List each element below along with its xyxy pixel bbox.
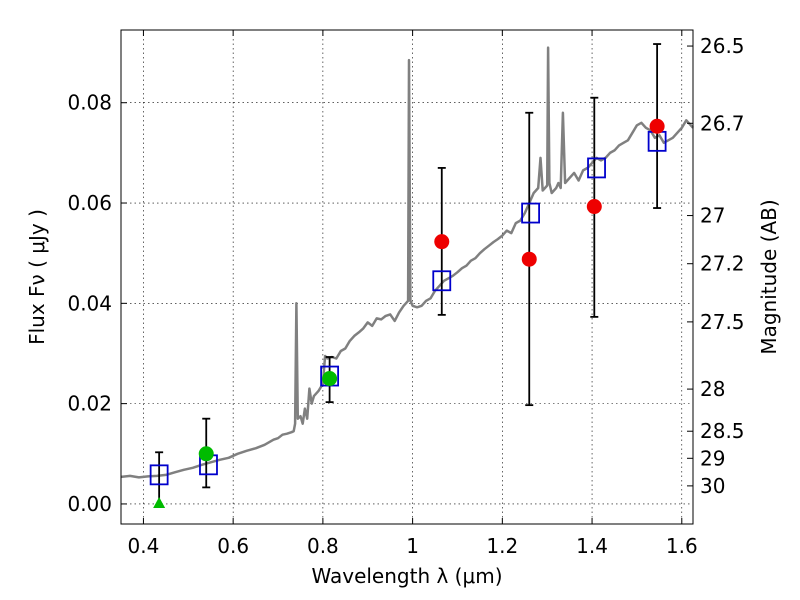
observed-point xyxy=(586,199,602,215)
right-tick-label: 29 xyxy=(700,446,725,470)
spectrum-line xyxy=(120,46,694,479)
x-tick-label: 0.6 xyxy=(217,534,249,558)
observed-point xyxy=(434,234,450,250)
right-tick-label: 28.5 xyxy=(700,419,745,443)
observed-point xyxy=(649,118,665,134)
x-tick-label: 1.4 xyxy=(576,534,608,558)
plot-frame xyxy=(120,29,694,525)
x-tick-label: 1.6 xyxy=(666,534,698,558)
x-axis-ticks: 0.4 0.6 0.8 1 1.2 1.4 1.6 xyxy=(128,30,698,558)
right-tick-label: 26.7 xyxy=(700,111,745,135)
right-tick-label: 27.2 xyxy=(700,252,745,276)
right-tick-label: 27 xyxy=(700,204,725,228)
model-point xyxy=(587,157,606,179)
x-tick-label: 1 xyxy=(406,534,419,558)
upper-limit-marker xyxy=(153,496,166,508)
model-point xyxy=(432,270,452,292)
x-tick-label: 0.4 xyxy=(128,534,160,558)
y-axis-ticks: 0.00 0.02 0.04 0.06 0.08 xyxy=(67,91,127,516)
y-tick-label: 0.06 xyxy=(67,191,112,215)
right-tick-label: 26.5 xyxy=(700,34,745,58)
y-tick-label: 0.02 xyxy=(67,392,112,416)
y-axis-label: Flux Fν ( μJy ) xyxy=(25,209,49,345)
right-tick-label: 28 xyxy=(700,377,725,401)
right-tick-label: 27.5 xyxy=(700,310,745,334)
x-tick-label: 1.2 xyxy=(486,534,518,558)
model-point xyxy=(149,464,169,486)
y-tick-label: 0.04 xyxy=(67,291,112,315)
observed-point xyxy=(198,446,214,462)
observed-layer xyxy=(153,118,665,508)
right-tick-label: 30 xyxy=(700,474,725,498)
right-axis-ticks: 26.5 26.7 27 27.2 27.5 28 28.5 29 30 xyxy=(687,34,745,498)
x-axis-label: Wavelength λ (μm) xyxy=(311,564,502,588)
x-tick-label: 0.8 xyxy=(307,534,339,558)
observed-point xyxy=(521,251,537,267)
observed-point xyxy=(322,371,338,387)
right-axis-label: Magnitude (AB) xyxy=(757,199,781,354)
model-point xyxy=(521,202,540,224)
y-tick-label: 0.08 xyxy=(67,91,112,115)
spectrum-layer xyxy=(120,46,694,479)
y-tick-label: 0.00 xyxy=(67,492,112,516)
grid-lines xyxy=(121,30,693,524)
